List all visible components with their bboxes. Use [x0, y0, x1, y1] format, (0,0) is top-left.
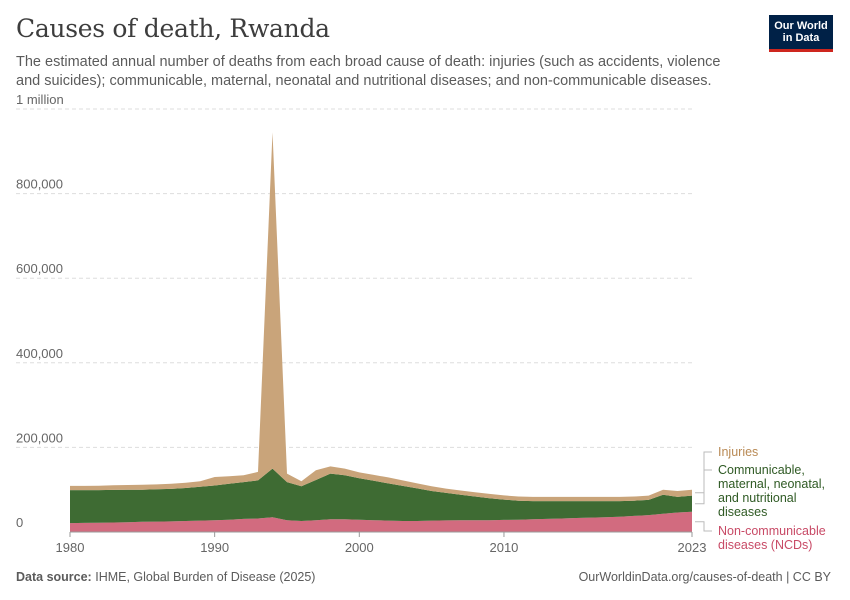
- x-tick-label: 1990: [200, 540, 229, 555]
- legend-label-ncd: Non-communicable diseases (NCDs): [718, 524, 826, 552]
- y-tick-label: 600,000: [16, 261, 63, 276]
- legend-connector: [695, 469, 712, 505]
- area-series-communicable: [70, 468, 692, 524]
- owid-logo[interactable]: Our World in Data: [769, 15, 833, 52]
- logo-line-1: Our World: [774, 20, 828, 32]
- data-source: Data source: IHME, Global Burden of Dise…: [16, 570, 315, 584]
- chart-title: Causes of death, Rwanda: [16, 14, 330, 43]
- x-tick-label: 2000: [345, 540, 374, 555]
- data-source-label: Data source:: [16, 570, 92, 584]
- y-tick-label: 0: [16, 515, 23, 530]
- area-series-ncd: [70, 511, 692, 532]
- y-tick-label: 800,000: [16, 177, 63, 192]
- y-tick-label: 400,000: [16, 346, 63, 361]
- x-tick-label: 2023: [678, 540, 707, 555]
- legend-line: diseases (NCDs): [718, 538, 812, 552]
- legend-label-communicable: Communicable, maternal, neonatal, and nutr…: [718, 463, 825, 519]
- legend-line: maternal, neonatal,: [718, 477, 825, 491]
- legend-label-injuries: Injuries: [718, 445, 758, 459]
- stacked-area-chart: 0 200,000 400,000 600,000 800,000 1 million 19…: [16, 92, 826, 555]
- x-tick-label: 1980: [56, 540, 85, 555]
- legend-line: Injuries: [718, 445, 758, 459]
- logo-line-2: in Data: [782, 32, 820, 44]
- legend-line: Non-communicable: [718, 524, 826, 538]
- y-tick-label: 1 million: [16, 92, 64, 107]
- legend-line: diseases: [718, 505, 767, 519]
- x-tick-label: 2010: [489, 540, 518, 555]
- legend-connector: [695, 521, 712, 532]
- y-tick-label: 200,000: [16, 430, 63, 445]
- data-source-link[interactable]: IHME, Global Burden of Disease (2025): [95, 570, 316, 584]
- footer-url-link[interactable]: OurWorldinData.org/causes-of-death | CC …: [578, 570, 831, 584]
- chart-subtitle: The estimated annual number of deaths fr…: [16, 54, 721, 89]
- area-series-injuries: [70, 132, 692, 502]
- legend-line: and nutritional: [718, 491, 797, 505]
- legend-line: Communicable,: [718, 463, 805, 477]
